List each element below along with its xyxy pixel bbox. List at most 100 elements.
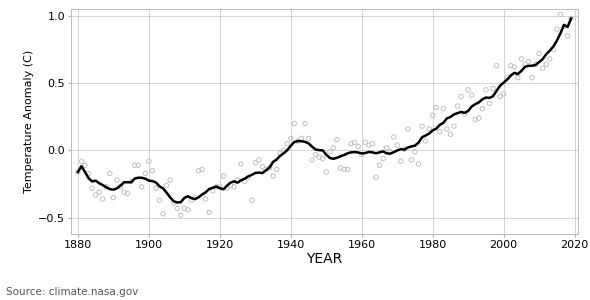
Point xyxy=(258,164,267,169)
Point xyxy=(205,210,214,215)
Point xyxy=(133,163,143,168)
Point xyxy=(329,146,338,150)
Point xyxy=(471,117,480,122)
Point xyxy=(84,171,93,176)
Point xyxy=(506,63,516,68)
Point xyxy=(80,163,90,168)
Point xyxy=(424,127,434,131)
Point xyxy=(101,184,111,189)
Point xyxy=(247,198,257,203)
Point xyxy=(226,183,235,188)
Point xyxy=(382,146,391,150)
Point xyxy=(169,201,178,206)
Point xyxy=(201,196,211,201)
Point xyxy=(346,141,356,146)
Point xyxy=(399,147,409,152)
Point xyxy=(304,136,313,141)
Point xyxy=(91,193,100,197)
Point xyxy=(353,144,363,149)
Point xyxy=(233,178,242,182)
Point xyxy=(151,186,160,190)
Point xyxy=(556,12,565,17)
Point xyxy=(332,137,342,142)
Point xyxy=(190,195,199,200)
Point xyxy=(112,178,122,182)
Point xyxy=(237,161,246,166)
Point xyxy=(492,63,502,68)
Point xyxy=(222,186,232,190)
Point xyxy=(336,166,345,170)
Point xyxy=(542,62,551,67)
Point xyxy=(198,167,207,172)
Point xyxy=(435,129,444,134)
Point xyxy=(371,175,381,180)
Point xyxy=(219,174,228,178)
Point xyxy=(130,163,139,168)
Text: Source: climate.nasa.gov: Source: climate.nasa.gov xyxy=(6,287,138,297)
Point xyxy=(481,87,491,92)
Point xyxy=(428,113,437,118)
Point xyxy=(183,207,192,212)
Point xyxy=(137,184,146,189)
Point xyxy=(251,160,260,165)
Point xyxy=(513,75,523,80)
Point xyxy=(283,141,292,146)
Point xyxy=(485,101,494,106)
Point xyxy=(158,212,168,216)
Point xyxy=(545,56,555,61)
Y-axis label: Temperature Anomaly (C): Temperature Anomaly (C) xyxy=(24,50,34,193)
Point xyxy=(230,184,239,189)
Point xyxy=(343,167,352,172)
Point xyxy=(499,92,509,96)
Point xyxy=(105,171,114,176)
Point xyxy=(407,158,416,162)
Point xyxy=(165,178,175,182)
Point xyxy=(467,93,477,98)
Point xyxy=(450,124,459,129)
Point xyxy=(385,149,395,154)
Point xyxy=(368,141,377,146)
Point xyxy=(552,27,562,32)
Point xyxy=(520,62,530,67)
Point xyxy=(77,159,86,164)
Point xyxy=(464,87,473,92)
Point xyxy=(311,152,320,157)
Point xyxy=(431,105,441,110)
Point xyxy=(392,143,402,148)
Point xyxy=(162,183,171,188)
Point xyxy=(563,34,572,38)
Point xyxy=(325,149,335,154)
Point xyxy=(478,106,487,111)
Point xyxy=(350,140,359,145)
Point xyxy=(208,188,218,193)
Point xyxy=(414,161,423,166)
Point xyxy=(318,156,327,161)
Point xyxy=(215,184,225,189)
Point xyxy=(445,132,455,137)
Point xyxy=(186,198,196,203)
Point xyxy=(535,51,544,56)
Point xyxy=(119,190,129,195)
Point xyxy=(109,195,118,200)
X-axis label: YEAR: YEAR xyxy=(306,252,343,266)
Point xyxy=(396,159,405,164)
Point xyxy=(126,179,136,184)
Point xyxy=(457,94,466,99)
Point xyxy=(73,169,83,174)
Point xyxy=(244,175,253,180)
Point xyxy=(549,47,558,52)
Point xyxy=(510,64,519,69)
Point xyxy=(403,127,412,131)
Point xyxy=(179,206,189,211)
Point xyxy=(261,167,271,172)
Point xyxy=(265,166,274,170)
Point xyxy=(489,86,498,91)
Point xyxy=(389,135,398,140)
Point xyxy=(140,171,150,176)
Point xyxy=(378,156,388,161)
Point xyxy=(194,168,204,173)
Point xyxy=(410,149,419,154)
Point xyxy=(375,163,384,168)
Point xyxy=(87,186,97,190)
Point xyxy=(360,140,370,145)
